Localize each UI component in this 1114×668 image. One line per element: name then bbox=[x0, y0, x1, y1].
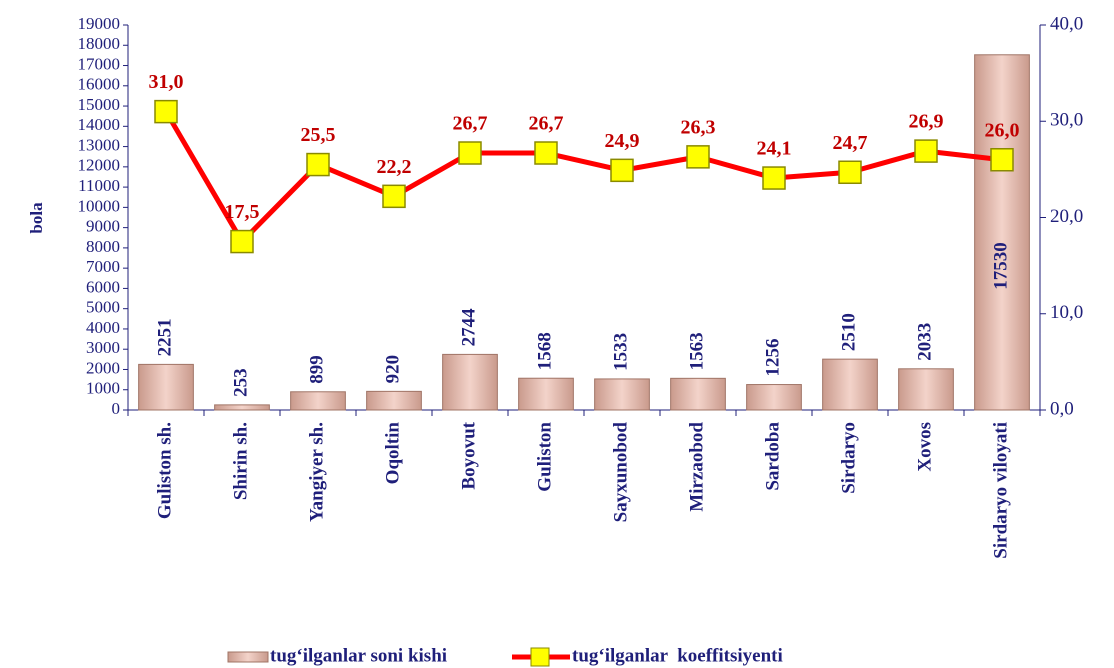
x-tick-label: Boyovut bbox=[458, 421, 479, 489]
bar bbox=[670, 377, 726, 411]
line-value-label: 26,7 bbox=[453, 113, 488, 135]
marker bbox=[838, 160, 862, 185]
line-value-label: 25,5 bbox=[301, 124, 336, 146]
y-tick-label: 0 bbox=[112, 399, 121, 418]
bar bbox=[290, 391, 346, 411]
bar-value-label: 2510 bbox=[838, 313, 859, 351]
line-value-label: 26,9 bbox=[909, 111, 944, 133]
line-value-label: 24,1 bbox=[757, 138, 792, 160]
bar-value-label: 1568 bbox=[534, 332, 555, 370]
bar bbox=[746, 384, 802, 411]
y2-tick-label: 40,0 bbox=[1050, 13, 1083, 34]
bar bbox=[898, 368, 954, 411]
line-value-label: 26,7 bbox=[529, 113, 564, 135]
bar-value-label: 920 bbox=[382, 355, 403, 384]
line-value-label: 22,2 bbox=[377, 156, 412, 178]
line-value-label: 24,7 bbox=[833, 132, 868, 154]
line-value-label: 26,3 bbox=[681, 116, 716, 138]
y2-tick-label: 0,0 bbox=[1050, 398, 1074, 419]
y-tick-label: 14000 bbox=[78, 115, 121, 134]
bar bbox=[518, 377, 574, 411]
y-tick-label: 12000 bbox=[78, 156, 121, 175]
marker bbox=[610, 158, 634, 183]
line bbox=[163, 110, 1003, 245]
y-tick-label: 13000 bbox=[78, 135, 121, 154]
line-value-label: 31,0 bbox=[149, 71, 184, 93]
bar-value-label: 2744 bbox=[458, 308, 479, 347]
y-axis-label: bola bbox=[27, 202, 46, 234]
x-tick-label: Xovos bbox=[914, 422, 935, 472]
bar-value-label: 2251 bbox=[154, 318, 175, 356]
marker bbox=[762, 166, 786, 190]
y-tick-label: 10000 bbox=[78, 196, 121, 215]
y-tick-label: 5000 bbox=[86, 298, 120, 317]
bar bbox=[442, 353, 498, 411]
x-tick-label: Sayxunobod bbox=[610, 422, 631, 523]
y2-tick-label: 30,0 bbox=[1050, 110, 1083, 131]
x-tick-label: Guliston bbox=[534, 422, 555, 492]
marker bbox=[382, 184, 406, 209]
marker bbox=[990, 148, 1014, 172]
legend-swatch bbox=[530, 647, 550, 667]
line-value-label: 26,0 bbox=[985, 119, 1020, 141]
y-tick-label: 15000 bbox=[78, 95, 121, 114]
x-tick-label: Yangiyer sh. bbox=[306, 422, 327, 522]
bar-value-label: 253 bbox=[230, 368, 251, 397]
bar bbox=[594, 378, 650, 411]
marker bbox=[154, 99, 178, 124]
bar-value-label: 2033 bbox=[914, 323, 935, 361]
legend-swatch bbox=[227, 651, 269, 663]
marker bbox=[306, 152, 330, 177]
bar bbox=[138, 363, 194, 411]
bar-value-label: 1533 bbox=[610, 333, 631, 371]
marker bbox=[914, 139, 938, 163]
x-tick-label: Sardoba bbox=[762, 422, 783, 491]
y-tick-label: 2000 bbox=[86, 358, 120, 377]
marker bbox=[534, 141, 558, 165]
x-tick-label: Oqoltin bbox=[382, 422, 403, 485]
y-tick-label: 16000 bbox=[78, 75, 121, 94]
y-tick-label: 1000 bbox=[86, 379, 120, 398]
y-tick-label: 3000 bbox=[86, 338, 120, 357]
bar bbox=[822, 358, 878, 411]
legend-label: tug‘ilganlar soni kishi bbox=[270, 645, 447, 666]
bar-value-label: 899 bbox=[306, 355, 327, 384]
y-tick-label: 7000 bbox=[86, 257, 120, 276]
x-tick-label: Guliston sh. bbox=[154, 422, 175, 519]
x-tick-label: Sirdaryo bbox=[838, 422, 859, 494]
y-tick-label: 18000 bbox=[78, 34, 121, 53]
line-value-label: 24,9 bbox=[605, 130, 640, 152]
y-tick-label: 17000 bbox=[78, 54, 121, 73]
bar-value-label: 17530 bbox=[990, 242, 1011, 290]
y-tick-label: 9000 bbox=[86, 217, 120, 236]
x-tick-label: Sirdaryo viloyati bbox=[990, 422, 1011, 559]
y2-tick-label: 10,0 bbox=[1050, 302, 1083, 323]
x-tick-label: Mirzaobod bbox=[686, 422, 707, 512]
y2-tick-label: 20,0 bbox=[1050, 206, 1083, 227]
y-tick-label: 8000 bbox=[86, 237, 120, 256]
legend-label: tug‘ilganlar koeffitsiyenti bbox=[572, 645, 783, 666]
y-tick-label: 19000 bbox=[78, 14, 121, 33]
bar bbox=[974, 54, 1030, 411]
y-tick-label: 6000 bbox=[86, 277, 120, 296]
y-tick-label: 11000 bbox=[78, 176, 120, 195]
marker bbox=[230, 229, 254, 254]
marker bbox=[686, 145, 710, 169]
bar-value-label: 1256 bbox=[762, 339, 783, 377]
bar bbox=[214, 404, 270, 411]
marker bbox=[458, 141, 482, 165]
bar-value-label: 1563 bbox=[686, 332, 707, 370]
x-tick-label: Shirin sh. bbox=[230, 422, 251, 500]
y-tick-label: 4000 bbox=[86, 318, 120, 337]
bar bbox=[366, 390, 422, 411]
line-value-label: 17,5 bbox=[225, 201, 260, 223]
